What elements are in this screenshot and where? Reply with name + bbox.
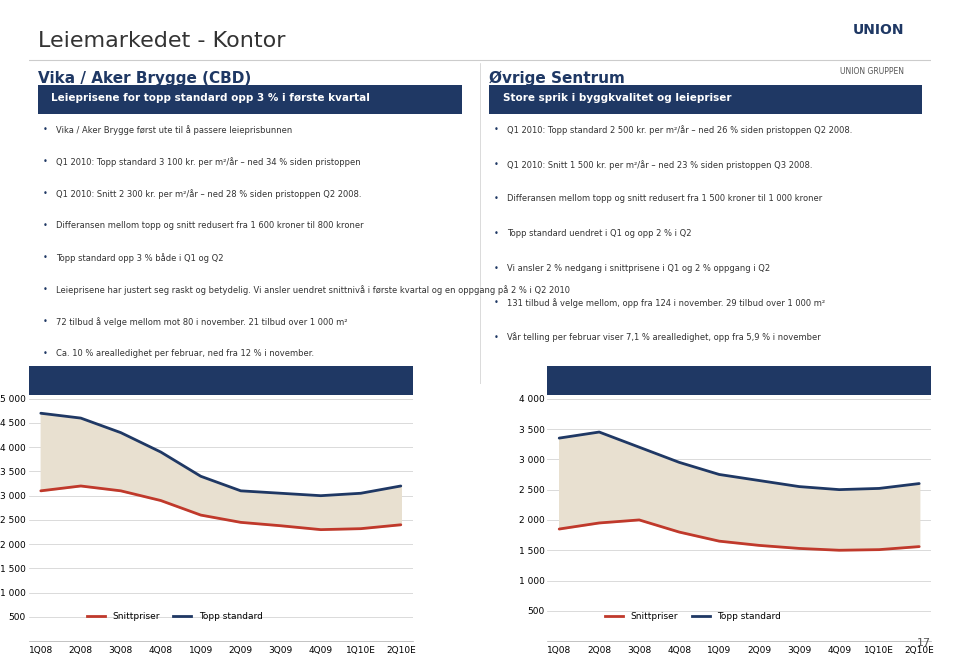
Text: •: • bbox=[493, 160, 498, 169]
Text: •: • bbox=[42, 253, 47, 262]
Text: Vår telling per februar viser 7,1 % arealledighet, opp fra 5,9 % i november: Vår telling per februar viser 7,1 % area… bbox=[507, 332, 821, 342]
Text: •: • bbox=[493, 229, 498, 238]
Text: Leieprisene har justert seg raskt og betydelig. Vi ansler uendret snittnivå i fø: Leieprisene har justert seg raskt og bet… bbox=[56, 286, 570, 295]
Text: •: • bbox=[42, 126, 47, 134]
Text: Topp standard uendret i Q1 og opp 2 % i Q2: Topp standard uendret i Q1 og opp 2 % i … bbox=[507, 229, 691, 238]
Text: •: • bbox=[42, 317, 47, 327]
Text: Store sprik i byggkvalitet og leiepriser: Store sprik i byggkvalitet og leiepriser bbox=[503, 93, 732, 103]
Text: UNION GRUPPEN: UNION GRUPPEN bbox=[840, 67, 904, 76]
Text: Q1 2010: Snitt 2 300 kr. per m²/år – ned 28 % siden pristoppen Q2 2008.: Q1 2010: Snitt 2 300 kr. per m²/år – ned… bbox=[56, 189, 361, 199]
Text: 72 tilbud å velge mellom mot 80 i november. 21 tilbud over 1 000 m²: 72 tilbud å velge mellom mot 80 i novemb… bbox=[56, 317, 348, 327]
Text: •: • bbox=[493, 126, 498, 134]
Text: •: • bbox=[42, 157, 47, 167]
Text: 17: 17 bbox=[917, 638, 931, 648]
Text: Leieprisene for topp standard opp 3 % i første kvartal: Leieprisene for topp standard opp 3 % i … bbox=[52, 93, 371, 103]
Text: UNION: UNION bbox=[852, 24, 904, 38]
Text: Q1 2010: Topp standard 2 500 kr. per m²/år – ned 26 % siden pristoppen Q2 2008.: Q1 2010: Topp standard 2 500 kr. per m²/… bbox=[507, 126, 852, 136]
Text: Q1 2010: Topp standard 3 100 kr. per m²/år – ned 34 % siden pristoppen: Q1 2010: Topp standard 3 100 kr. per m²/… bbox=[56, 157, 361, 167]
Text: •: • bbox=[42, 286, 47, 294]
Text: 131 tilbud å velge mellom, opp fra 124 i november. 29 tilbud over 1 000 m²: 131 tilbud å velge mellom, opp fra 124 i… bbox=[507, 298, 826, 308]
Text: •: • bbox=[493, 298, 498, 307]
Text: Øvrige Sentrum: Øvrige Sentrum bbox=[489, 71, 625, 86]
Text: Leiemarkedet - Kontor: Leiemarkedet - Kontor bbox=[37, 31, 285, 51]
Text: Leiepriser i kr per m²/år – Vika / Aker Brygge: Leiepriser i kr per m²/år – Vika / Aker … bbox=[38, 375, 317, 387]
Text: •: • bbox=[42, 189, 47, 198]
Legend: Snittpriser, Topp standard: Snittpriser, Topp standard bbox=[84, 608, 266, 625]
Text: •: • bbox=[42, 221, 47, 230]
Text: Vika / Aker Brygge først ute til å passere leieprisbunnen: Vika / Aker Brygge først ute til å passe… bbox=[56, 126, 292, 136]
Text: •: • bbox=[493, 194, 498, 204]
Text: Vi ansler 2 % nedgang i snittprisene i Q1 og 2 % oppgang i Q2: Vi ansler 2 % nedgang i snittprisene i Q… bbox=[507, 264, 770, 272]
Text: Differansen mellom topp og snitt redusert fra 1 500 kroner til 1 000 kroner: Differansen mellom topp og snitt reduser… bbox=[507, 194, 823, 204]
Text: •: • bbox=[493, 332, 498, 342]
Legend: Snittpriser, Topp standard: Snittpriser, Topp standard bbox=[602, 608, 784, 625]
FancyBboxPatch shape bbox=[489, 85, 923, 114]
Text: Differansen mellom topp og snitt redusert fra 1 600 kroner til 800 kroner: Differansen mellom topp og snitt reduser… bbox=[56, 221, 364, 230]
Text: Vika / Aker Brygge (CBD): Vika / Aker Brygge (CBD) bbox=[37, 71, 252, 86]
Text: Leiepriser i kr per m²/år – Øvrige Sentrum: Leiepriser i kr per m²/år – Øvrige Sentr… bbox=[557, 375, 818, 387]
FancyBboxPatch shape bbox=[37, 85, 462, 114]
Text: •: • bbox=[493, 264, 498, 272]
Text: Ca. 10 % arealledighet per februar, ned fra 12 % i november.: Ca. 10 % arealledighet per februar, ned … bbox=[56, 350, 314, 358]
Text: Q1 2010: Snitt 1 500 kr. per m²/år – ned 23 % siden pristoppen Q3 2008.: Q1 2010: Snitt 1 500 kr. per m²/år – ned… bbox=[507, 160, 812, 170]
Text: Topp standard opp 3 % både i Q1 og Q2: Topp standard opp 3 % både i Q1 og Q2 bbox=[56, 253, 224, 263]
Text: •: • bbox=[42, 350, 47, 358]
